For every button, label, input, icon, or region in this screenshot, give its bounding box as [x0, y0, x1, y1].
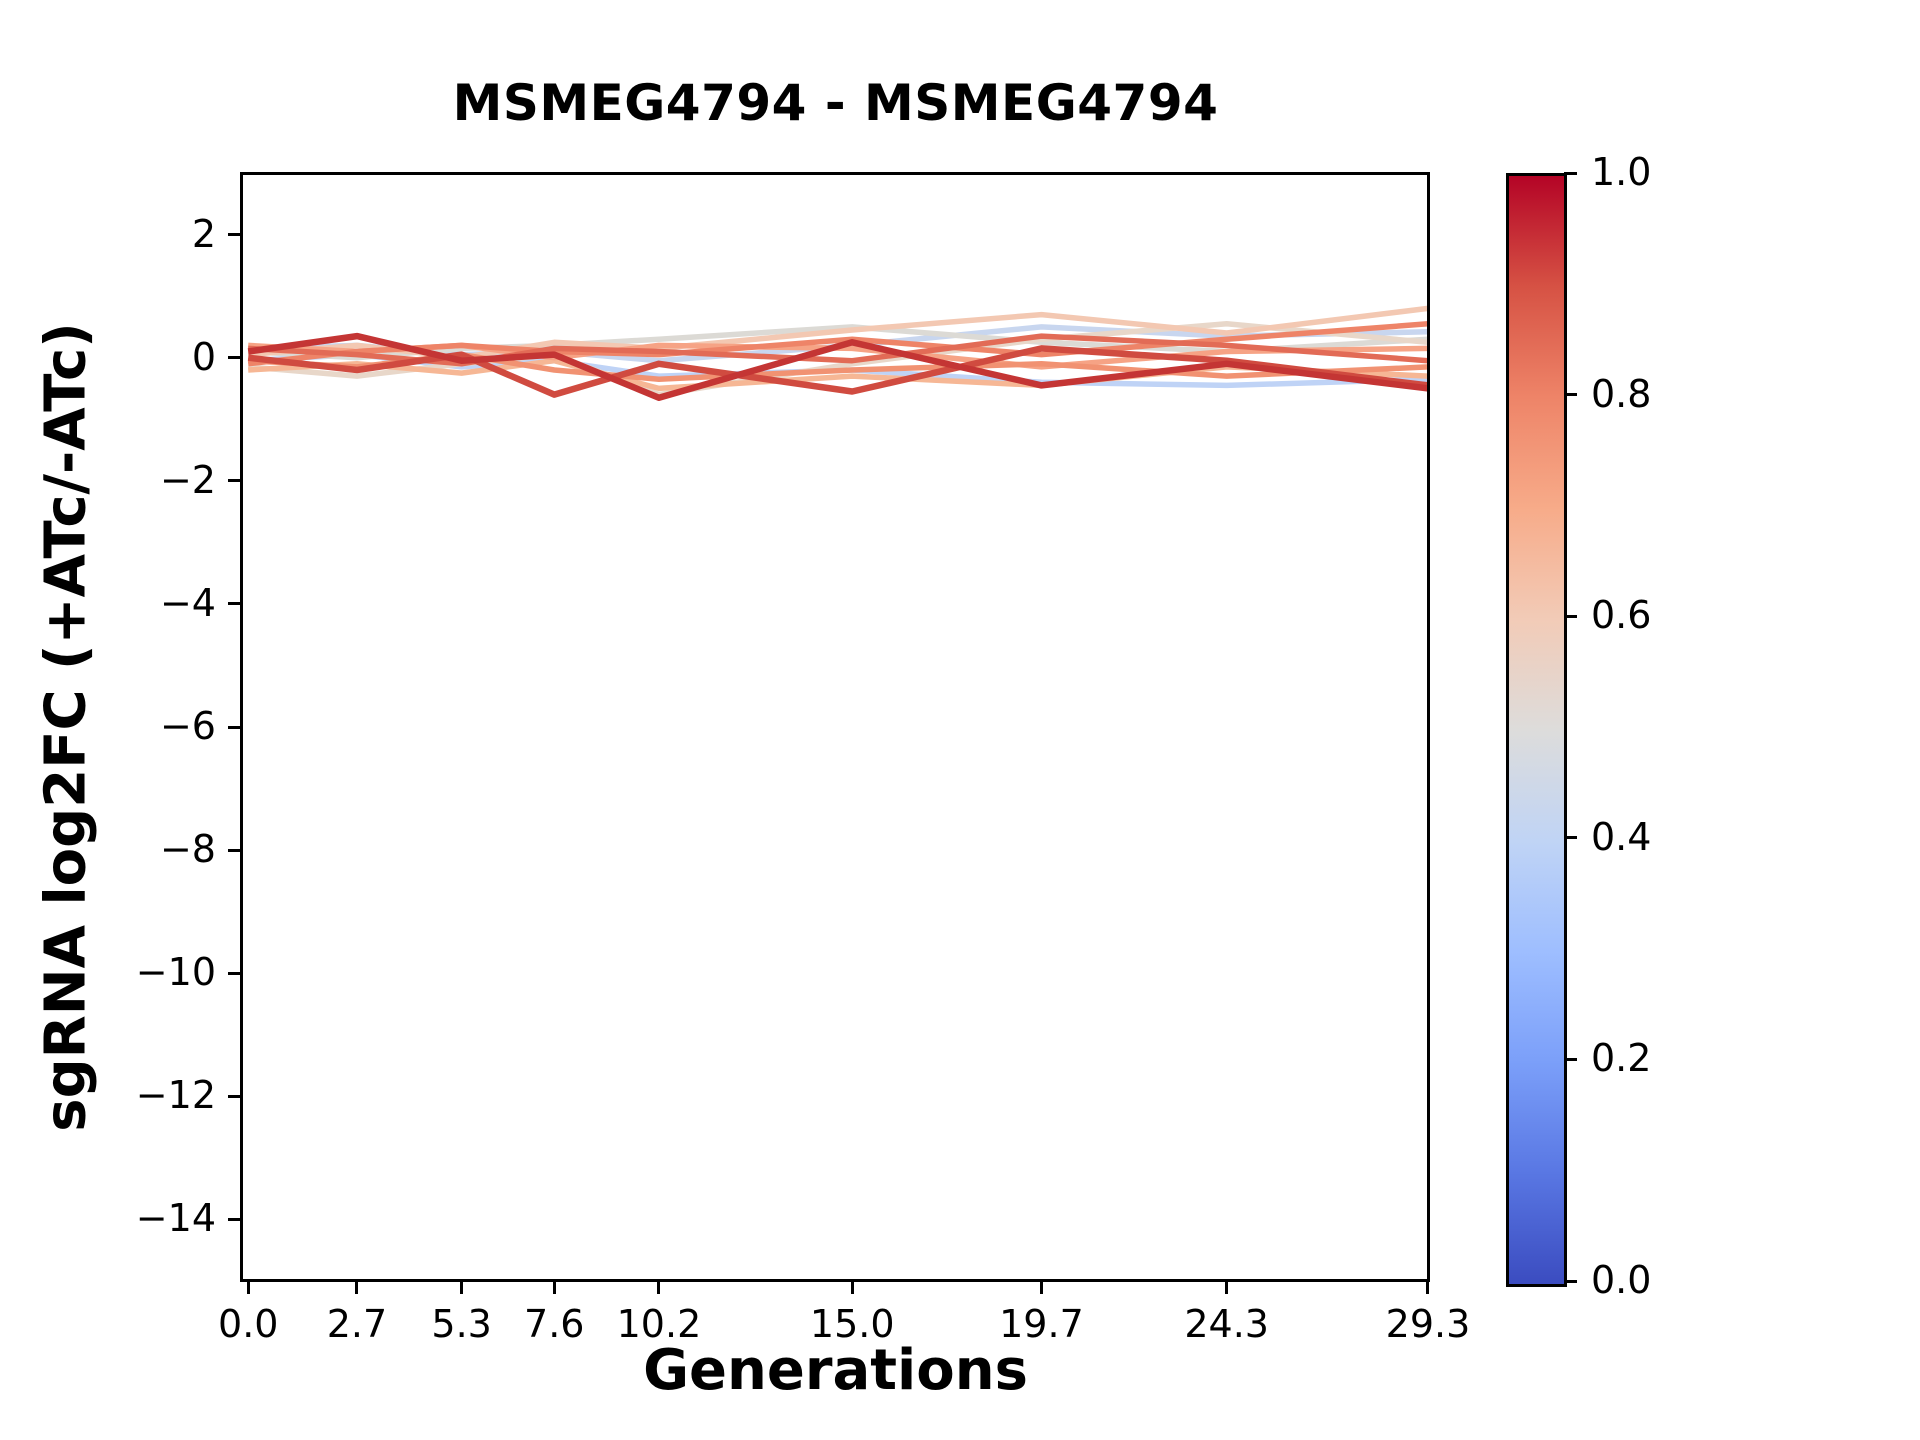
y-tick-label: 0 — [191, 334, 216, 379]
x-tick — [246, 1281, 250, 1294]
colorbar-tick — [1564, 1279, 1577, 1283]
x-tick — [850, 1281, 854, 1294]
y-tick — [228, 1217, 241, 1221]
x-tick-label: 0.0 — [218, 1302, 279, 1346]
x-tick-label: 24.3 — [1184, 1302, 1269, 1346]
x-tick — [552, 1281, 556, 1294]
colorbar-tick — [1564, 836, 1577, 840]
sgRNA-line-9 — [248, 333, 1429, 367]
x-tick-label: 19.7 — [999, 1302, 1084, 1346]
y-tick-label: −6 — [159, 704, 216, 749]
y-tick — [228, 848, 241, 852]
x-tick-label: 2.7 — [326, 1302, 388, 1346]
y-tick — [228, 725, 241, 729]
colorbar-tick-label: 0.2 — [1591, 1036, 1652, 1081]
sgRNA-line-2 — [248, 324, 1429, 361]
colorbar-tick-label: 0.4 — [1591, 814, 1652, 859]
y-tick — [228, 356, 241, 360]
x-tick-label: 5.3 — [431, 1302, 492, 1346]
colorbar-tick — [1564, 171, 1577, 175]
x-axis-label: Generations — [643, 1338, 1028, 1403]
colorbar-tick — [1564, 1057, 1577, 1061]
x-tick — [460, 1281, 464, 1294]
x-tick-label: 29.3 — [1385, 1302, 1471, 1346]
y-tick-label: −4 — [159, 580, 216, 625]
y-tick — [228, 1094, 241, 1098]
colorbar-tick — [1564, 393, 1577, 397]
colorbar-gradient — [1506, 173, 1567, 1287]
y-tick-label: −14 — [135, 1196, 216, 1241]
x-tick — [1426, 1281, 1430, 1294]
y-tick-label: −8 — [159, 827, 216, 872]
y-tick-label: −12 — [135, 1073, 216, 1118]
x-tick — [1039, 1281, 1043, 1294]
y-tick-label: −10 — [135, 950, 216, 995]
y-axis-label: sgRNA log2FC (+ATc/-ATc) — [33, 322, 99, 1132]
colorbar-tick — [1564, 614, 1577, 618]
colorbar-tick-label: 1.0 — [1591, 150, 1652, 195]
colorbar-tick-label: 0.6 — [1591, 593, 1652, 638]
axes-box — [240, 172, 1430, 1282]
y-tick — [228, 602, 241, 606]
y-tick — [228, 479, 241, 483]
x-tick — [1225, 1281, 1229, 1294]
colorbar-tick-label: 0.8 — [1591, 371, 1652, 416]
y-tick-label: −2 — [159, 457, 216, 502]
chart-title: MSMEG4794 - MSMEG4794 — [452, 74, 1219, 132]
y-tick — [228, 971, 241, 975]
y-tick — [228, 233, 241, 237]
y-tick-label: 2 — [191, 211, 216, 256]
sgRNA-line-10 — [247, 345, 1429, 398]
x-tick-label: 15.0 — [809, 1302, 895, 1346]
x-tick — [657, 1281, 661, 1294]
x-tick-label: 10.2 — [616, 1302, 702, 1346]
x-tick — [355, 1281, 359, 1294]
sgRNA-line-11 — [247, 332, 1429, 401]
x-tick-label: 7.6 — [524, 1302, 585, 1346]
colorbar-tick-label: 0.0 — [1591, 1258, 1652, 1303]
